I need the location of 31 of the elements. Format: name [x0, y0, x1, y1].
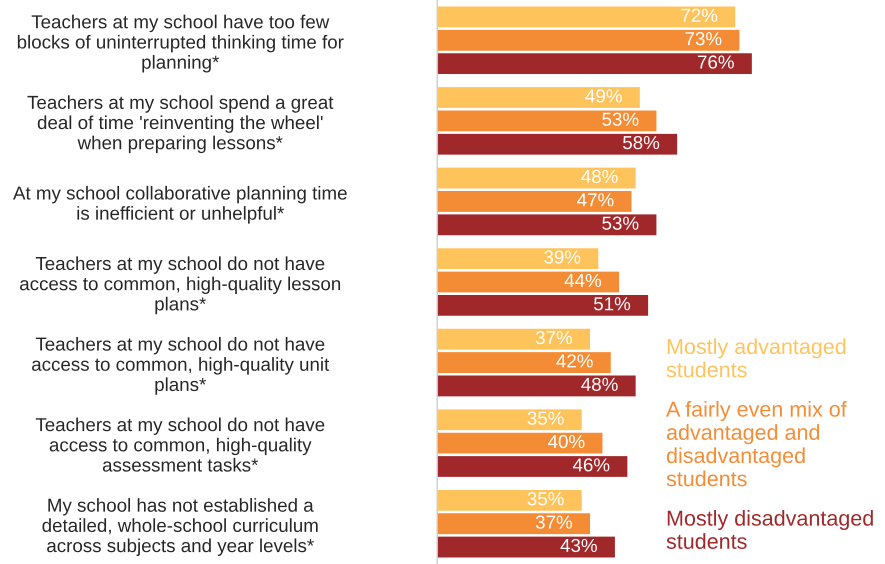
text: A fairly even mix of advantaged and disadvantaged students	[666, 400, 847, 486]
data-label: 48%	[581, 170, 618, 184]
data-label: 40%	[548, 434, 584, 448]
data-label: 53%	[602, 216, 638, 230]
y-tick-label: Teachers at my school have too few blocks of uninterrupted thinking time for planning*	[18, 14, 344, 73]
data-label: 37%	[536, 330, 572, 344]
y-tick-label: At my school collaborative planning time is inefficient or unhelpful*	[13, 186, 347, 224]
data-label: 35%	[528, 412, 564, 425]
data-label: 35%	[528, 492, 564, 506]
data-label: 73%	[686, 32, 722, 46]
y-tick-label: Teachers at my school do not have access to common, high-quality lesson plans*	[20, 256, 340, 314]
data-label: 44%	[564, 274, 602, 287]
data-label: 37%	[536, 515, 572, 529]
data-label: 39%	[544, 250, 580, 264]
data-label: 48%	[581, 378, 618, 391]
y-tick-label: My school has not established a detailed, whole-school curriculum across subjects and year levels*	[42, 498, 318, 556]
data-label: 43%	[560, 538, 597, 552]
y-tick-label: Teachers at my school do not have access to common, high-quality unit plans*	[32, 336, 330, 395]
data-label: 58%	[623, 136, 660, 150]
text: Mostly disadvantaged students	[666, 510, 873, 549]
data-label: 47%	[577, 193, 614, 206]
data-label: 49%	[585, 89, 622, 103]
data-label: 53%	[602, 112, 638, 126]
data-label: 76%	[698, 55, 734, 69]
data-label: 46%	[572, 458, 610, 472]
data-label: 42%	[556, 354, 593, 368]
data-label: 72%	[681, 8, 718, 22]
y-tick-label: Teachers at my school do not have access to common, high-quality assessment tasks*	[36, 418, 324, 472]
text: Mostly advantaged students	[666, 338, 846, 378]
y-tick-label: Teachers at my school spend a great deal of time 'reinventing the wheel' when preparing lessons*	[27, 95, 334, 154]
data-label: 51%	[594, 297, 630, 310]
